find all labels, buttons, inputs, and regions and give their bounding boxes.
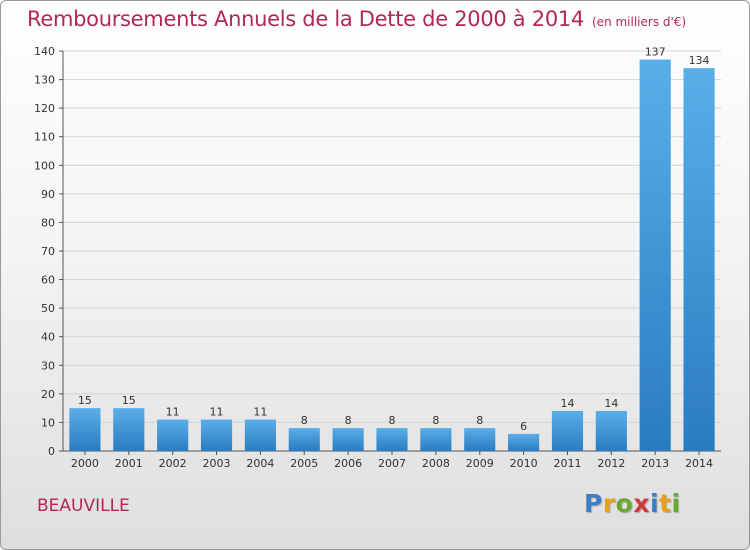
- data-label: 15: [78, 394, 92, 407]
- data-label: 14: [560, 397, 574, 410]
- chart-title-text: Remboursements Annuels de la Dette de 20…: [27, 7, 584, 31]
- logo-letter: o: [615, 489, 634, 518]
- grid: [63, 50, 721, 423]
- y-tick-label: 10: [41, 416, 55, 429]
- y-tick-label: 20: [41, 388, 55, 401]
- x-tick-label: 2004: [246, 457, 274, 470]
- x-tick-label: 2012: [597, 457, 625, 470]
- data-label: 8: [432, 414, 439, 427]
- bar-2008: [420, 428, 452, 451]
- bar-2003: [200, 419, 233, 451]
- y-tick-label: 60: [41, 274, 55, 287]
- y-tick-label: 110: [34, 131, 55, 144]
- logo-letter: i: [671, 489, 681, 518]
- x-tick-label: 2007: [378, 457, 406, 470]
- data-label: 137: [645, 46, 666, 59]
- data-label: 11: [210, 406, 224, 419]
- x-tick-label: 2009: [466, 457, 494, 470]
- data-label: 8: [301, 414, 308, 427]
- x-tick-label: 2003: [203, 457, 231, 470]
- bars: [69, 59, 715, 452]
- y-tick-label: 40: [41, 331, 55, 344]
- x-tick-label: 2002: [159, 457, 187, 470]
- data-label: 6: [520, 420, 527, 433]
- data-label: 8: [345, 414, 352, 427]
- x-tick-label: 2011: [553, 457, 581, 470]
- y-tick-label: 120: [34, 102, 55, 115]
- y-tick-label: 100: [34, 159, 55, 172]
- bar-2006: [332, 428, 364, 451]
- logo-letter: r: [602, 489, 616, 518]
- bar-2013: [639, 59, 671, 451]
- y-tick-label: 90: [41, 188, 55, 201]
- y-tick-label: 30: [41, 359, 55, 372]
- logo-letter: x: [633, 489, 650, 518]
- x-tick-label: 2008: [422, 457, 450, 470]
- bar-2012: [595, 411, 627, 451]
- y-tick-label: 50: [41, 302, 55, 315]
- proxiti-logo[interactable]: Proxiti: [584, 489, 681, 518]
- logo-letter: P: [584, 489, 603, 518]
- x-tick-label: 2013: [641, 457, 669, 470]
- y-tick-label: 70: [41, 245, 55, 258]
- chart-subtitle: (en milliers d'€): [592, 15, 687, 29]
- bar-2014: [683, 68, 715, 452]
- bar-2010: [508, 433, 540, 451]
- labels: 0 10 20 30 40 50 60 70 80 90 100 110 120 130 140 15 2000…: [34, 45, 713, 470]
- bar-2007: [376, 428, 408, 451]
- x-tick-label: 2006: [334, 457, 362, 470]
- data-label: 8: [389, 414, 396, 427]
- bar-2001: [113, 408, 145, 451]
- data-label: 15: [122, 394, 136, 407]
- bar-2009: [464, 428, 496, 451]
- y-tick-label: 130: [34, 74, 55, 87]
- axes: [59, 50, 721, 455]
- data-label: 134: [689, 54, 710, 67]
- logo-letter: t: [659, 489, 672, 518]
- bar-2005: [288, 428, 320, 451]
- y-tick-label: 0: [48, 445, 55, 458]
- y-tick-label: 140: [34, 45, 55, 58]
- x-tick-label: 2010: [510, 457, 538, 470]
- logo-letter: i: [650, 489, 660, 518]
- x-tick-label: 2000: [71, 457, 99, 470]
- chart-title: Remboursements Annuels de la Dette de 20…: [27, 7, 686, 31]
- bar-2000: [69, 408, 101, 451]
- bar-2004: [244, 419, 276, 451]
- bar-2011: [551, 411, 584, 451]
- data-label: 11: [253, 406, 267, 419]
- x-tick-label: 2014: [685, 457, 713, 470]
- commune-name: BEAUVILLE: [37, 496, 130, 516]
- x-tick-label: 2001: [115, 457, 143, 470]
- y-tick-label: 80: [41, 216, 55, 229]
- x-tick-label: 2005: [290, 457, 318, 470]
- data-label: 8: [476, 414, 483, 427]
- data-label: 11: [166, 406, 180, 419]
- data-label: 14: [604, 397, 618, 410]
- bar-2002: [157, 419, 189, 451]
